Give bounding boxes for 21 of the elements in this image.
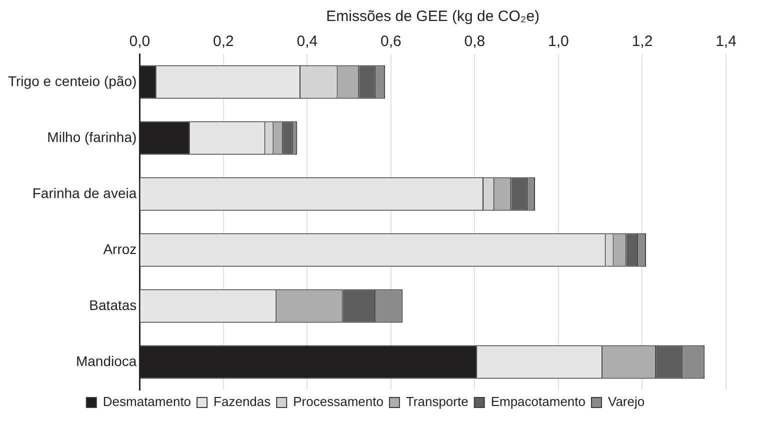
x-tick-label: 0,6 bbox=[380, 33, 402, 50]
x-tick-label: 0,2 bbox=[212, 33, 234, 50]
y-tick-label: Trigo e centeio (pão) bbox=[8, 72, 137, 89]
x-axis-title: Emissões de GEE (kg de CO₂e) bbox=[326, 8, 540, 26]
x-tick-label: 0,0 bbox=[129, 33, 150, 50]
y-tick-label: Farinha de aveia bbox=[32, 184, 137, 201]
legend-label: Fazendas bbox=[214, 394, 272, 410]
legend-label: Empacotamento bbox=[490, 394, 586, 410]
y-tick-label: Batatas bbox=[89, 296, 137, 313]
y-tick-label: Arroz bbox=[103, 240, 137, 257]
legend-label: Desmatamento bbox=[102, 394, 192, 410]
y-tick-label: Mandioca bbox=[76, 352, 137, 369]
legend-label: Transporte bbox=[406, 394, 468, 410]
x-tick-label: 0,8 bbox=[464, 33, 486, 50]
x-tick-label: 1,4 bbox=[716, 33, 736, 50]
x-tick-label: 0,4 bbox=[296, 33, 318, 50]
legend-label: Varejo bbox=[608, 394, 645, 410]
y-tick-label: Milho (farinha) bbox=[47, 128, 137, 145]
x-tick-label: 1,0 bbox=[548, 33, 569, 50]
legend-label: Processamento bbox=[293, 394, 384, 410]
x-tick-label: 1,2 bbox=[632, 33, 653, 50]
